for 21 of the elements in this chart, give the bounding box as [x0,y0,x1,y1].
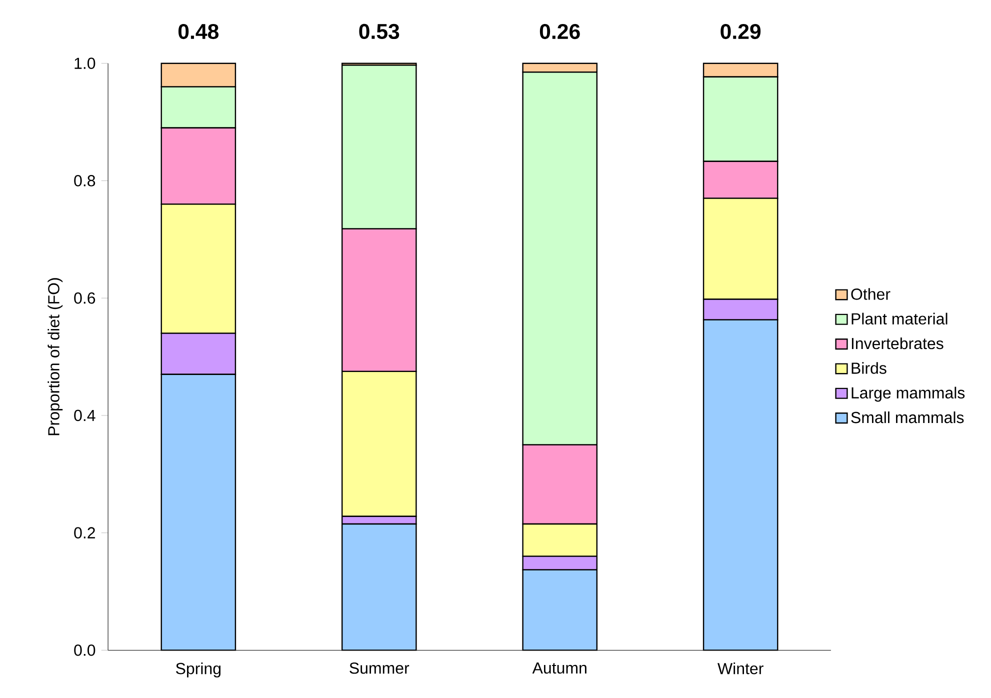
y-tick-label: 1.0 [74,58,96,69]
y-tick-label: 0.6 [74,292,96,304]
x-tick-label: Spring [176,662,220,678]
legend-label: Large mammals [852,386,965,402]
legend-label: Plant material [852,312,948,324]
y-axis-title: Proportion of diet (FO) [48,278,63,435]
legend-label: Birds [852,362,886,374]
text: 0.29 [720,24,761,39]
y-tick-label: 0.4 [74,410,96,422]
y-tick-label: 0.8 [74,174,96,186]
legend-label: Invertebrates [852,337,944,350]
legend-label: Other [851,288,890,300]
text: 0.48 [178,24,219,39]
y-tick-label: 0.0 [74,644,96,656]
x-tick-label: Winter [718,662,764,674]
text: 0.26 [540,24,580,39]
text: 0.53 [359,24,400,39]
x-tick-label: Summer [350,662,410,674]
y-tick-label: 0.2 [74,527,95,538]
x-tick-label: Autumn [532,662,586,674]
legend-label: Small mammals [851,411,964,424]
